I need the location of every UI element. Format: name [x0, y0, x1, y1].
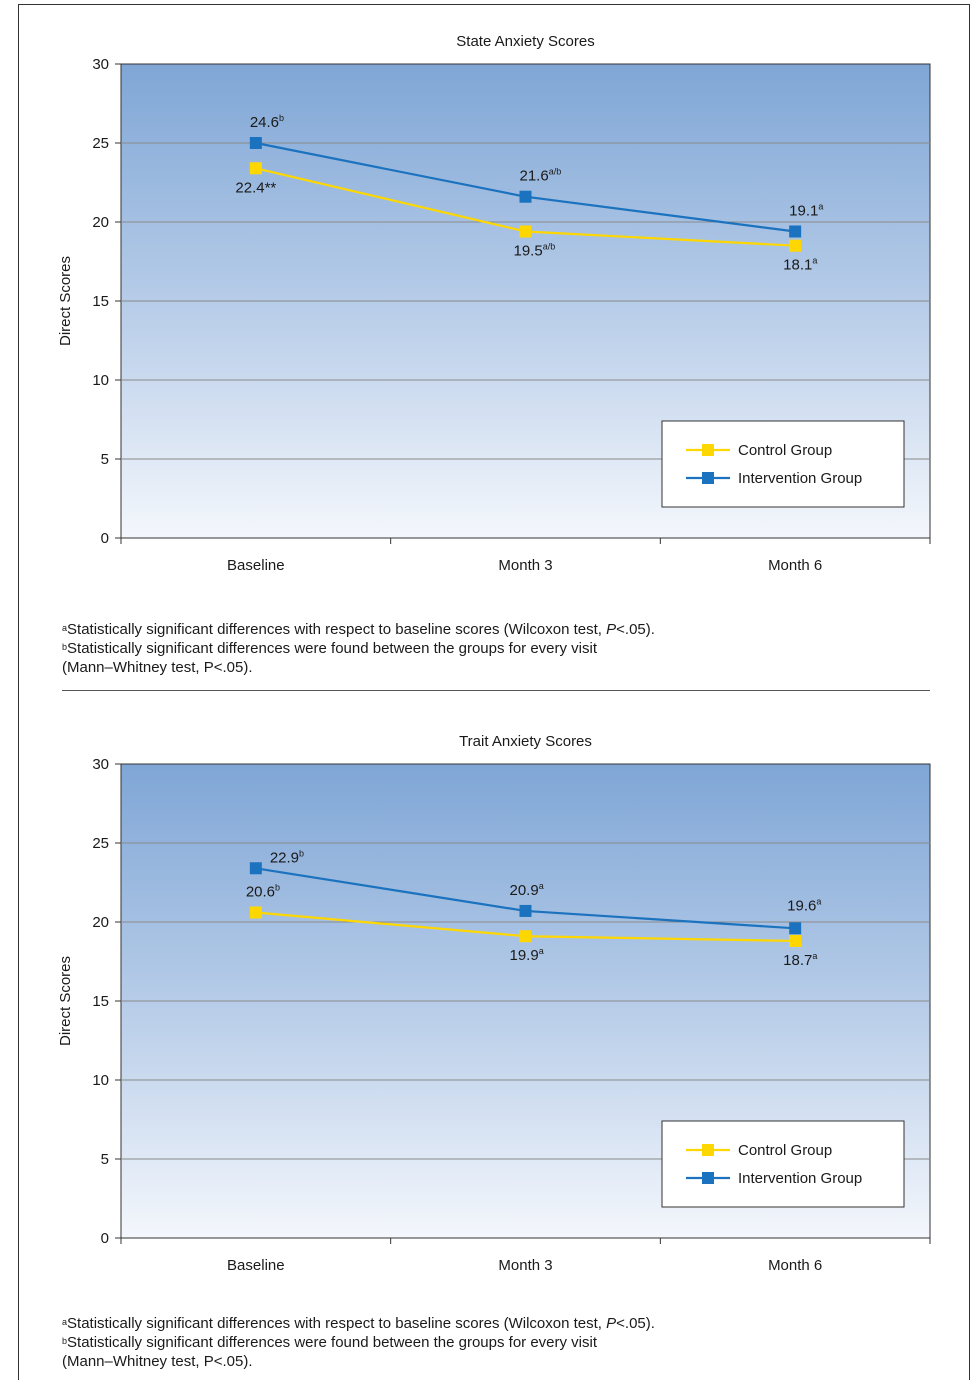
- figure-frame: [18, 4, 970, 1380]
- data-label: 19.9a: [510, 946, 544, 964]
- panel-divider: [62, 690, 930, 691]
- x-tick-label: Month 6: [768, 1257, 822, 1274]
- legend-label: Intervention Group: [738, 470, 862, 487]
- legend: [661, 1120, 905, 1208]
- data-point-marker: [519, 225, 532, 238]
- x-tick-label: Month 6: [768, 557, 822, 574]
- data-label: 19.6a: [787, 896, 821, 914]
- y-axis-label: Direct Scores: [57, 956, 74, 1046]
- legend-marker: [702, 1144, 714, 1156]
- y-tick-label: 10: [92, 372, 109, 389]
- data-point-marker: [249, 862, 262, 875]
- legend-label: Intervention Group: [738, 1170, 862, 1187]
- data-label: 19.5a/b: [514, 241, 556, 259]
- data-label: 18.1a: [783, 256, 817, 274]
- data-label: 20.6b: [246, 883, 280, 901]
- data-label: 19.1a: [789, 201, 823, 219]
- trait-anxiety-chart-panel: Trait Anxiety Scores 0 5 10 15 20 25 30 Direct S…: [0, 700, 975, 1392]
- data-point-marker: [519, 190, 532, 203]
- y-tick-label: 25: [92, 135, 109, 152]
- legend: [661, 420, 905, 508]
- data-point-marker: [789, 239, 802, 252]
- footnote-line: aStatistically significant differences w…: [62, 621, 655, 638]
- legend-marker: [702, 1172, 714, 1184]
- y-tick-label: 0: [101, 530, 109, 547]
- y-tick-label: 20: [92, 214, 109, 231]
- y-tick-label: 5: [101, 1151, 109, 1168]
- data-point-marker: [789, 225, 802, 238]
- y-tick-label: 15: [92, 993, 109, 1010]
- chart-title: Trait Anxiety Scores: [459, 733, 592, 750]
- data-point-marker: [519, 930, 532, 943]
- y-tick-label: 30: [92, 56, 109, 73]
- y-tick-label: 25: [92, 835, 109, 852]
- x-tick-label: Month 3: [498, 1257, 552, 1274]
- footnote-line: (Mann–Whitney test, P<.05).: [62, 1353, 253, 1370]
- data-point-marker: [789, 922, 802, 935]
- footnote-line: bStatistically significant differences w…: [62, 640, 598, 657]
- data-point-marker: [249, 906, 262, 919]
- legend-label: Control Group: [738, 1142, 832, 1159]
- trait-anxiety-chart: Trait Anxiety Scores 0 5 10 15 20 25 30 Direct S…: [57, 733, 931, 1274]
- x-tick-label: Baseline: [227, 557, 285, 574]
- x-tick-label: Month 3: [498, 557, 552, 574]
- state-anxiety-chart-panel: State Anxiety Scores 0 5 10 15 20 25 30 Direct S…: [0, 0, 975, 692]
- data-label: 22.4**: [235, 179, 276, 196]
- footnote-line: (Mann–Whitney test, P<.05).: [62, 659, 253, 676]
- chart-title: State Anxiety Scores: [456, 33, 594, 50]
- data-point-marker: [519, 904, 532, 917]
- y-tick-label: 10: [92, 1072, 109, 1089]
- data-point-marker: [789, 934, 802, 947]
- state-anxiety-footnotes: aStatistically significant differences w…: [62, 620, 655, 677]
- data-point-marker: [249, 137, 262, 149]
- legend-marker: [702, 444, 714, 456]
- data-point-marker: [249, 162, 262, 175]
- footnote-line: bStatistically significant differences w…: [62, 1334, 598, 1351]
- y-tick-label: 30: [92, 756, 109, 773]
- legend-label: Control Group: [738, 442, 832, 459]
- y-tick-label: 20: [92, 914, 109, 931]
- data-label: 20.9a: [510, 881, 544, 899]
- legend-marker: [702, 472, 714, 484]
- data-label: 18.7a: [783, 951, 817, 969]
- trait-anxiety-footnotes: aStatistically significant differences w…: [62, 1314, 655, 1371]
- data-label: 22.9b: [270, 848, 304, 866]
- footnote-line: aStatistically significant differences w…: [62, 1315, 655, 1332]
- x-tick-label: Baseline: [227, 1257, 285, 1274]
- data-label: 24.6b: [250, 113, 284, 131]
- y-tick-label: 0: [101, 1230, 109, 1247]
- y-tick-label: 15: [92, 293, 109, 310]
- data-label: 21.6a/b: [520, 167, 562, 185]
- y-tick-label: 5: [101, 451, 109, 468]
- y-axis-label: Direct Scores: [57, 256, 74, 346]
- state-anxiety-chart: State Anxiety Scores 0 5 10 15 20 25 30 Direct S…: [57, 33, 931, 574]
